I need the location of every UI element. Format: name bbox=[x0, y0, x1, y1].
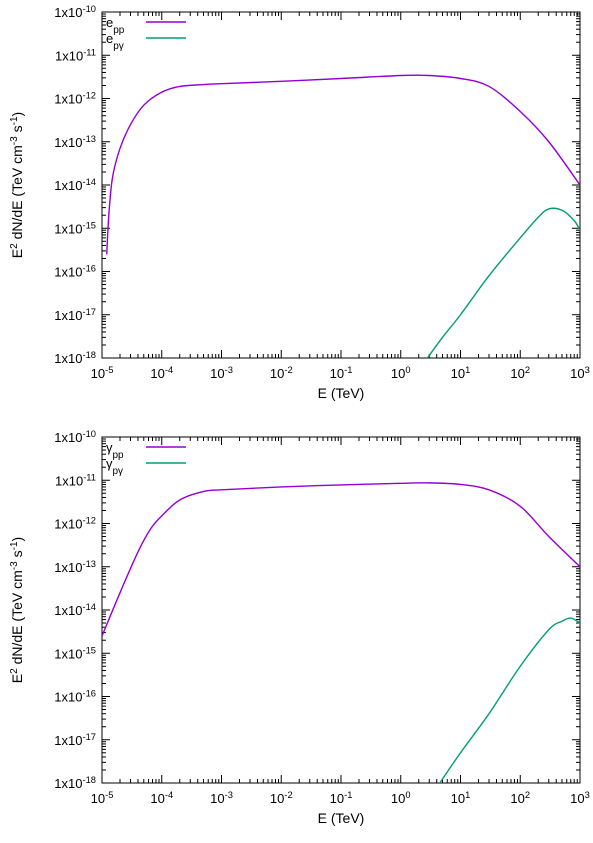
y-tick-label: 1x10-13 bbox=[54, 559, 96, 575]
series-line-2 bbox=[439, 617, 580, 783]
x-tick-label: 10-4 bbox=[150, 365, 173, 381]
y-tick-label: 1x10-15 bbox=[54, 220, 96, 236]
y-tick-label: 1x10-16 bbox=[54, 264, 96, 280]
x-tick-label: 10-5 bbox=[91, 790, 114, 806]
chart-panel-2: 10-5 10-4 10-3 10-2 10-1 100 101 102 103 1x10-18 1… bbox=[9, 429, 590, 826]
legend-label: γpp bbox=[106, 440, 124, 461]
x-tick-label: 10-2 bbox=[270, 365, 293, 381]
y-tick-label: 1x10-16 bbox=[54, 689, 96, 705]
chart-panel-1: 10-5 10-4 10-3 10-2 10-1 100 101 102 103 1x10-18 1… bbox=[9, 4, 590, 401]
legend-label: epp bbox=[106, 15, 125, 36]
x-tick-label: 100 bbox=[391, 790, 411, 806]
y-tick-label: 1x10-18 bbox=[54, 775, 96, 791]
legend-label: γpγ bbox=[106, 456, 123, 477]
x-tick-label: 102 bbox=[510, 365, 530, 381]
x-axis-label: E (TeV) bbox=[318, 385, 365, 401]
x-tick-label: 10-3 bbox=[210, 365, 233, 381]
y-tick-label: 1x10-17 bbox=[54, 307, 96, 323]
x-tick-label: 10-5 bbox=[91, 365, 114, 381]
y-tick-label: 1x10-10 bbox=[54, 429, 96, 445]
y-tick-label: 1x10-12 bbox=[54, 516, 96, 532]
x-tick-label: 102 bbox=[510, 790, 530, 806]
x-tick-label: 103 bbox=[570, 790, 590, 806]
series-line-1 bbox=[106, 74, 580, 255]
x-tick-label: 100 bbox=[391, 365, 411, 381]
legend-label: epγ bbox=[106, 31, 124, 52]
x-tick-label: 101 bbox=[451, 365, 471, 381]
y-axis-label: E2 dN/dE (TeV cm-3 s-1) bbox=[9, 112, 26, 258]
x-tick-label: 10-2 bbox=[270, 790, 293, 806]
y-tick-label: 1x10-14 bbox=[54, 177, 96, 193]
y-tick-label: 1x10-11 bbox=[55, 47, 96, 63]
series-line-2 bbox=[426, 207, 580, 358]
y-tick-label: 1x10-18 bbox=[54, 350, 96, 366]
y-tick-label: 1x10-17 bbox=[54, 732, 96, 748]
x-tick-label: 10-1 bbox=[330, 790, 353, 806]
plot-frame bbox=[101, 436, 581, 784]
x-tick-label: 103 bbox=[570, 365, 590, 381]
y-axis-label: E2 dN/dE (TeV cm-3 s-1) bbox=[9, 537, 26, 683]
x-tick-label: 101 bbox=[451, 790, 471, 806]
y-tick-label: 1x10-14 bbox=[54, 602, 96, 618]
y-tick-label: 1x10-12 bbox=[54, 91, 96, 107]
x-axis-label: E (TeV) bbox=[318, 810, 365, 826]
y-tick-label: 1x10-11 bbox=[55, 472, 96, 488]
series-group bbox=[102, 482, 580, 783]
y-tick-label: 1x10-13 bbox=[54, 134, 96, 150]
plot-frame bbox=[101, 11, 581, 359]
y-tick-label: 1x10-15 bbox=[54, 645, 96, 661]
x-tick-label: 10-1 bbox=[330, 365, 353, 381]
x-tick-label: 10-3 bbox=[210, 790, 233, 806]
series-group bbox=[106, 74, 580, 358]
series-line-1 bbox=[102, 482, 580, 637]
x-tick-label: 10-4 bbox=[150, 790, 173, 806]
y-tick-label: 1x10-10 bbox=[54, 4, 96, 20]
